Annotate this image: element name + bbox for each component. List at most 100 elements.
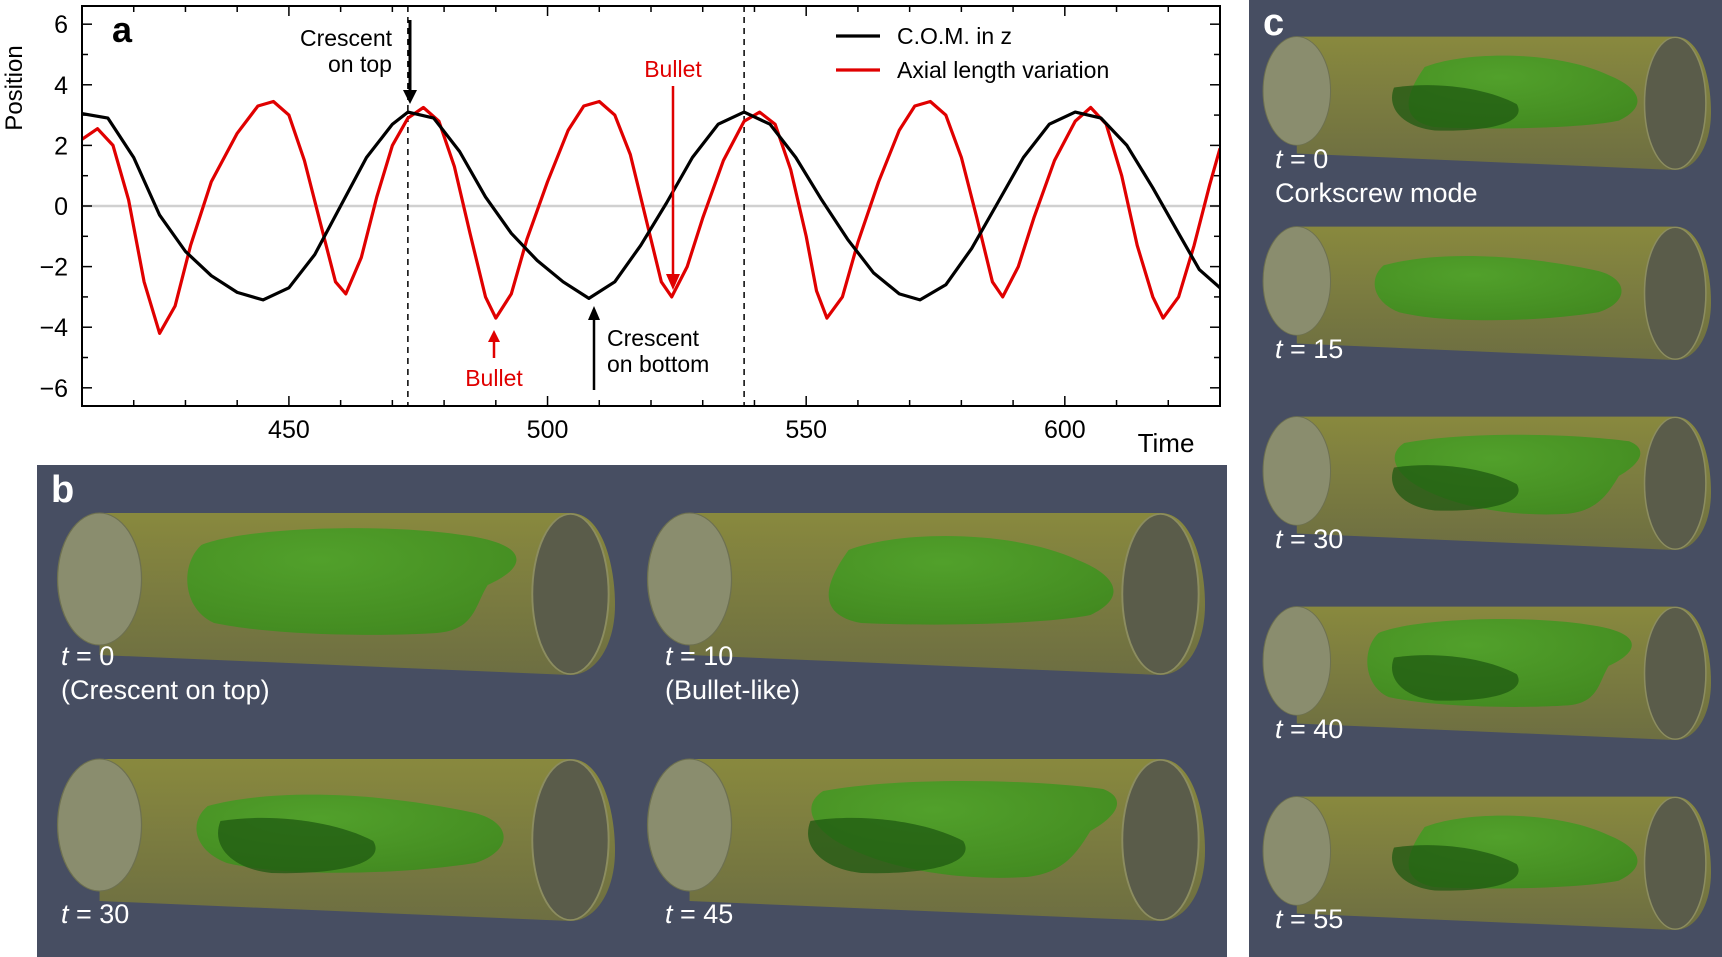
state-caption: (Bullet-like): [665, 675, 801, 705]
tube-near-end: [1262, 606, 1332, 716]
legend-label: Axial length variation: [897, 57, 1109, 83]
tube-rendering: [1261, 220, 1711, 360]
y-tick-label: 6: [54, 11, 68, 39]
timestamp-text: t = 55: [1275, 902, 1343, 936]
panel-b-renderings: b t = 0 (Crescent on top) t = 10 (Bullet-li…: [37, 465, 1227, 957]
time-symbol: t: [665, 641, 673, 671]
crescent-top-label-line2: on top: [328, 51, 392, 77]
time-value: = 45: [672, 899, 734, 929]
y-tick-label: −2: [39, 254, 68, 282]
timestamp-label: t = 0 Corkscrew mode: [1275, 142, 1478, 210]
timestamp-label: t = 30: [61, 897, 129, 931]
time-symbol: t: [1275, 144, 1283, 174]
tube-rendering: [645, 751, 1205, 921]
time-value: = 30: [1282, 524, 1344, 554]
y-axis-label: Position: [1, 45, 28, 130]
crescent-top-arrow: [403, 20, 417, 104]
tube-near-end: [1262, 36, 1332, 146]
tube-near-end: [646, 758, 733, 892]
time-symbol: t: [1275, 904, 1283, 934]
cell-blob: [187, 528, 517, 635]
timestamp-label: t = 30: [1275, 522, 1343, 556]
tube-far-end: [1121, 513, 1200, 675]
cell-blob: [828, 536, 1114, 625]
cell-blob-shadow: [1392, 85, 1519, 131]
timestamp-text: t = 0: [1275, 142, 1478, 176]
tube-near-end: [56, 758, 143, 892]
cell-blob-shadow: [218, 817, 376, 874]
panel-a-letter: a: [112, 9, 133, 50]
time-value: = 30: [68, 899, 130, 929]
cell-blob-shadow: [1392, 845, 1519, 891]
crescent-bottom-label-line1: Crescent: [607, 325, 700, 351]
time-symbol: t: [1275, 334, 1283, 364]
tube-rendering: [55, 751, 615, 921]
timestamp-label: t = 10 (Bullet-like): [665, 639, 800, 707]
time-symbol: t: [61, 899, 69, 929]
timestamp-label: t = 40: [1275, 712, 1343, 746]
crescent-top-label-line1: Crescent: [300, 25, 393, 51]
x-tick-label: 550: [785, 416, 827, 444]
y-tick-label: −6: [39, 375, 68, 403]
x-tick-label: 600: [1044, 416, 1086, 444]
time-value: = 40: [1282, 714, 1344, 744]
tube-near-end: [1262, 416, 1332, 526]
timestamp-label: t = 0 (Crescent on top): [61, 639, 270, 707]
timestamp-text: t = 0: [61, 639, 270, 673]
cell-blob-shadow: [1392, 465, 1519, 511]
time-symbol: t: [61, 641, 69, 671]
cell-blob-shadow: [1392, 655, 1519, 701]
timestamp-label: t = 45: [665, 897, 733, 931]
timestamp-text: t = 30: [61, 897, 129, 931]
timestamp-text: t = 30: [1275, 522, 1343, 556]
tube-near-end: [646, 512, 733, 646]
panel-c-renderings: c t = 0 Corkscrew mode t = 15 t = 30 t = 40 t…: [1249, 0, 1722, 957]
x-tick-label: 500: [527, 416, 569, 444]
crescent-bottom-arrow: [588, 306, 600, 390]
bullet-arrow-2: [666, 86, 680, 290]
state-caption: (Crescent on top): [61, 675, 270, 705]
tube-near-end: [56, 512, 143, 646]
tube-far-end: [531, 513, 610, 675]
dashed-markers: [407, 6, 745, 406]
series-group: [82, 99, 1220, 335]
crescent-bottom-label-line2: on bottom: [607, 351, 709, 377]
bullet-label-1: Bullet: [465, 365, 523, 391]
tube-near-end: [1262, 796, 1332, 906]
y-ticks: 6 4 2 0 −2 −4 −6: [39, 11, 1220, 403]
tube-far-end: [1643, 796, 1707, 930]
time-symbol: t: [1275, 524, 1283, 554]
timestamp-label: t = 15: [1275, 332, 1343, 366]
time-symbol: t: [1275, 714, 1283, 744]
cell-blob: [1374, 255, 1622, 321]
time-value: = 55: [1282, 904, 1344, 934]
y-tick-label: −4: [39, 314, 68, 342]
timestamp-text: t = 45: [665, 897, 733, 931]
time-value: = 0: [1282, 144, 1329, 174]
tube-far-end: [1121, 759, 1200, 921]
tube-rendering: [1261, 410, 1711, 550]
time-value: = 15: [1282, 334, 1344, 364]
timestamp-label: t = 55: [1275, 902, 1343, 936]
y-tick-label: 4: [54, 72, 68, 100]
tube-rendering: [1261, 600, 1711, 740]
tube-far-end: [1643, 416, 1707, 550]
tube-rendering: [1261, 30, 1711, 170]
panel-b-letter: b: [51, 469, 75, 511]
tube-rendering: [55, 505, 615, 675]
legend-label: C.O.M. in z: [897, 23, 1012, 49]
timestamp-text: t = 15: [1275, 332, 1343, 366]
series-line-axial: [82, 99, 1220, 335]
tube-far-end: [1643, 36, 1707, 170]
y-tick-label: 2: [54, 132, 68, 160]
bullet-arrow-1: [488, 330, 500, 358]
state-caption: Corkscrew mode: [1275, 178, 1478, 208]
time-symbol: t: [665, 899, 673, 929]
x-ticks: 450 500 550 600: [81, 6, 1221, 444]
time-value: = 0: [68, 641, 115, 671]
timestamp-text: t = 10: [665, 639, 800, 673]
tube-far-end: [1643, 226, 1707, 360]
series-line-com: [82, 110, 1220, 302]
tube-rendering: [645, 505, 1205, 675]
tube-rendering: [1261, 790, 1711, 930]
